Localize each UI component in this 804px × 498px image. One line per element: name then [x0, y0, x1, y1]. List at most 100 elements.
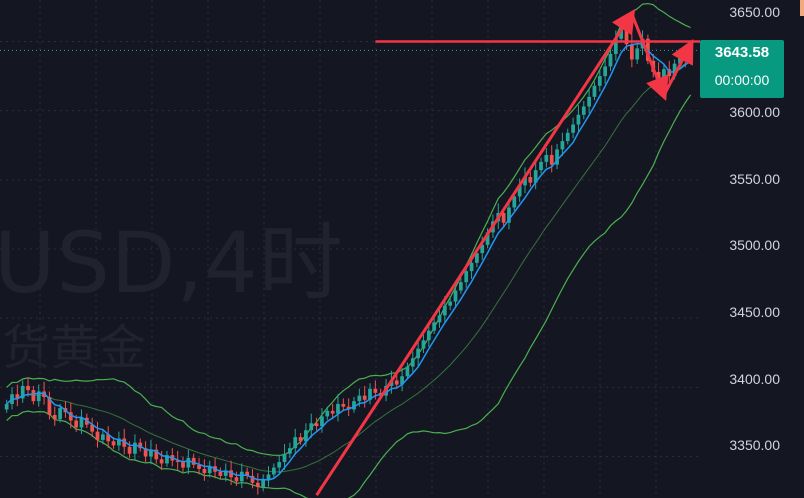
candle-body: [191, 457, 196, 465]
candle-body: [437, 315, 442, 323]
candle-body: [282, 453, 287, 463]
candle-body: [549, 154, 554, 165]
candle-body: [662, 69, 666, 81]
candle-body: [277, 462, 282, 468]
candle-body: [432, 322, 437, 331]
candle-body: [373, 388, 378, 393]
price-tick: 3500.00: [729, 237, 780, 253]
candle-body: [400, 376, 404, 385]
candle-body: [629, 44, 634, 60]
candle-body: [165, 455, 169, 464]
candle-body: [4, 403, 9, 410]
candle-body: [688, 50, 693, 60]
candle-body: [26, 385, 30, 391]
candle-body: [394, 380, 399, 385]
candle-body: [255, 482, 260, 487]
candle-body: [336, 403, 340, 414]
candle-body: [517, 185, 522, 197]
candle-body: [31, 390, 36, 402]
candle-body: [239, 471, 244, 482]
candle-body: [207, 466, 212, 474]
candle-body: [223, 470, 228, 476]
candle-body: [555, 149, 559, 165]
candle-body: [587, 96, 591, 107]
candle-body: [79, 417, 84, 428]
candle-body: [122, 438, 127, 447]
candle-body: [528, 177, 533, 183]
candle-body: [453, 290, 458, 302]
candle-body: [448, 301, 453, 306]
price-tick: 3600.00: [729, 104, 780, 120]
candle-body: [635, 48, 640, 60]
candle-body: [36, 391, 41, 402]
candle-body: [464, 271, 469, 283]
candle-body: [469, 262, 474, 272]
candle-body: [298, 437, 303, 442]
candle-body: [405, 366, 410, 377]
candle-body: [304, 430, 308, 442]
candle-body: [416, 348, 420, 359]
candle-body: [42, 391, 46, 398]
candlesticks: [4, 20, 693, 495]
candle-body: [15, 394, 20, 399]
candle-body: [667, 69, 672, 77]
candle-body: [597, 76, 602, 86]
candle-body: [186, 457, 191, 468]
candle-body: [539, 161, 543, 171]
candle-body: [480, 244, 485, 254]
bollinger-lower-band: [6, 94, 692, 498]
candle-body: [74, 420, 79, 428]
candle-body: [181, 462, 185, 468]
candle-body: [608, 53, 613, 67]
candle-body: [309, 423, 314, 431]
trend-arrow: [662, 38, 694, 97]
candle-body: [523, 177, 527, 186]
candle-body: [47, 397, 52, 415]
candle-body: [58, 408, 62, 420]
candle-body: [320, 416, 324, 427]
scale-edge-marker: [800, 0, 804, 16]
candle-body: [159, 459, 164, 464]
candle-body: [314, 423, 319, 427]
candle-body: [475, 253, 479, 263]
candle-body: [442, 305, 447, 316]
candle-body: [576, 114, 581, 125]
candle-body: [421, 340, 426, 349]
candle-body: [143, 448, 148, 457]
price-tick: 3450.00: [729, 304, 780, 320]
candle-body: [197, 464, 201, 469]
candle-body: [100, 434, 105, 440]
candle-body: [501, 213, 506, 223]
candle-body: [512, 196, 517, 208]
candle-body: [357, 395, 362, 402]
candle-body: [565, 132, 570, 142]
candle-body: [154, 449, 159, 460]
candle-body: [672, 63, 677, 77]
candle-body: [127, 446, 132, 454]
candle-body: [52, 415, 57, 420]
candle-body: [245, 471, 249, 476]
candle-body: [325, 410, 330, 417]
candle-body: [544, 154, 549, 162]
candle-body: [95, 431, 100, 440]
candle-body: [106, 434, 111, 442]
candle-body: [362, 395, 367, 400]
candle-body: [229, 470, 233, 478]
candle-body: [288, 448, 292, 454]
candle-body: [613, 38, 618, 54]
candle-body: [603, 66, 608, 77]
last-price-value: 3643.58: [714, 44, 770, 61]
candle-body: [202, 468, 207, 474]
candle-body: [485, 232, 490, 245]
candle-body: [571, 124, 575, 133]
ma-line: [6, 42, 692, 481]
candle-body: [117, 438, 121, 446]
price-tick: 3350.00: [729, 437, 780, 453]
trend-arrow: [315, 8, 636, 497]
moving-average: [6, 42, 692, 481]
candle-body: [218, 471, 223, 476]
candle-body: [133, 442, 137, 454]
grid-lines: [0, 0, 700, 498]
price-tick: 3550.00: [729, 171, 780, 187]
